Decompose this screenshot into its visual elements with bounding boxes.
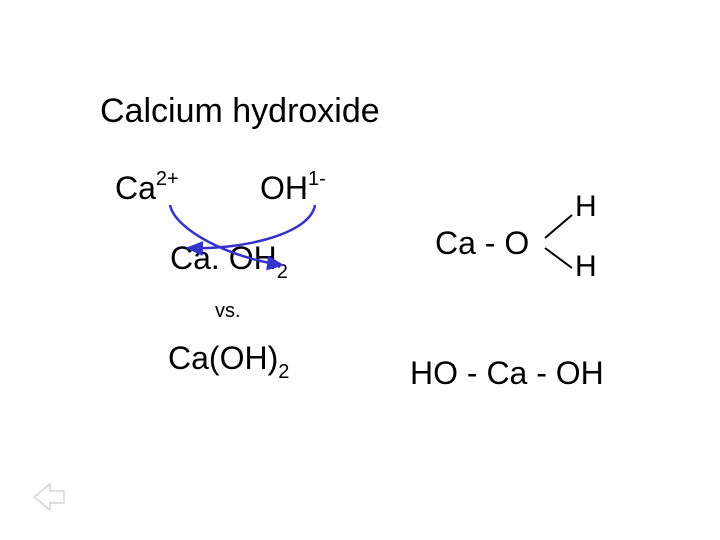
ion-hydroxide-charge: 1-: [308, 168, 326, 190]
formula-incorrect-prefix: Ca. OH: [170, 240, 277, 276]
ion-calcium-charge: 2+: [156, 168, 179, 190]
bond-o-h-top: [545, 215, 572, 238]
formula-correct-prefix: Ca(OH): [168, 340, 278, 376]
bond-o-h-bottom: [545, 248, 572, 268]
ion-calcium: Ca2+: [115, 170, 179, 207]
formula-incorrect-sub: 2: [277, 261, 288, 283]
formula-correct: Ca(OH)2: [168, 340, 289, 382]
criss-cross-arrows: [0, 0, 720, 540]
ion-hydroxide: OH1-: [260, 170, 326, 207]
structure1-h-top: H: [575, 190, 597, 224]
ion-calcium-base: Ca: [115, 170, 156, 206]
vs-label: vs.: [215, 300, 241, 323]
structure1-left: Ca - O: [435, 225, 529, 262]
title: Calcium hydroxide: [100, 92, 380, 131]
slide-stage: Calcium hydroxide Ca2+ OH1- Ca. OH2 vs. …: [0, 0, 720, 540]
ion-hydroxide-base: OH: [260, 170, 308, 206]
structure2: HO - Ca - OH: [410, 355, 604, 392]
prev-slide-button[interactable]: [30, 480, 66, 514]
formula-incorrect: Ca. OH2: [170, 240, 288, 282]
formula-correct-sub: 2: [278, 361, 289, 383]
structure1-h-bottom: H: [575, 250, 597, 284]
